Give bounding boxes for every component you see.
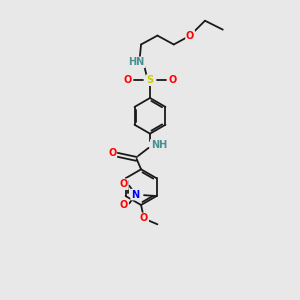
Text: O: O (120, 200, 128, 210)
Text: O: O (124, 75, 132, 85)
Text: O: O (140, 213, 148, 224)
Text: N: N (131, 190, 139, 200)
Text: O: O (108, 148, 116, 158)
Text: NH: NH (151, 140, 167, 150)
Text: S: S (146, 75, 154, 85)
Text: O: O (120, 179, 128, 189)
Text: HN: HN (128, 57, 145, 67)
Text: O: O (168, 75, 176, 85)
Text: O: O (186, 31, 194, 40)
